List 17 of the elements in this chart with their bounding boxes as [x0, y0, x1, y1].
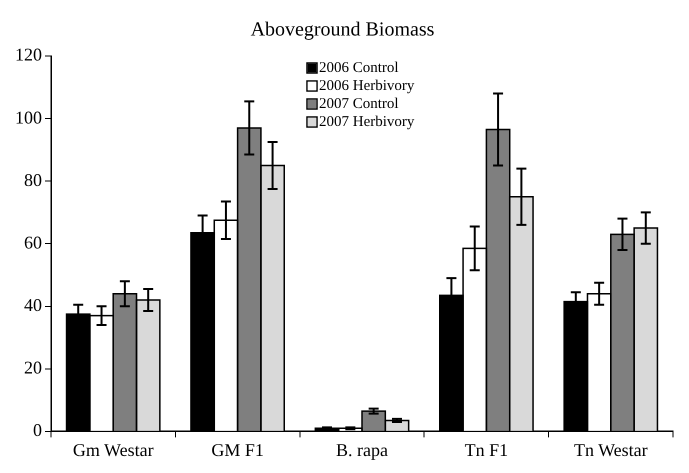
y-tick-label: 0 — [33, 420, 42, 440]
y-tick-label: 80 — [24, 170, 42, 190]
x-tick-label: Tn F1 — [464, 440, 508, 460]
y-tick-label: 120 — [15, 44, 42, 65]
y-tick-label: 60 — [24, 232, 42, 252]
x-tick-label: B. rapa — [336, 440, 388, 460]
y-tick-label: 40 — [24, 295, 42, 315]
legend-label: 2007 Herbivory — [319, 114, 415, 130]
chart-title: Aboveground Biomass — [250, 18, 435, 40]
legend-label: 2007 Control — [319, 96, 399, 112]
legend-label: 2006 Herbivory — [319, 78, 415, 94]
y-tick-label: 20 — [24, 358, 42, 378]
x-tick-label: Gm Westar — [72, 440, 154, 460]
x-tick-label: Tn Westar — [574, 440, 648, 460]
legend-label: 2006 Control — [319, 60, 399, 76]
y-tick-label: 100 — [15, 107, 42, 128]
x-tick-label: GM F1 — [211, 440, 264, 460]
